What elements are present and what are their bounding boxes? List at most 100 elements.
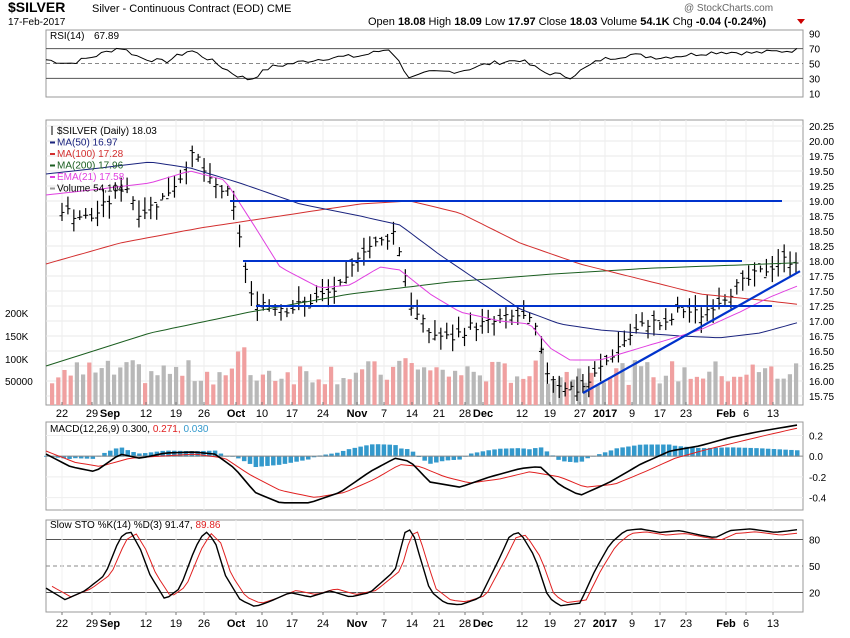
macd-title: MACD(12,26,9) 0.300, 0.271, 0.030 (50, 424, 209, 435)
macd-histogram-bar (375, 444, 381, 457)
macd-histogram-bar (457, 456, 462, 460)
macd-histogram-bar (631, 445, 637, 457)
volume-bar (56, 377, 61, 405)
x-axis-label: 13 (767, 408, 779, 420)
x-axis-bottom-label: 12 (516, 618, 528, 630)
volume-bar (570, 379, 575, 405)
volume-bar (490, 361, 495, 405)
volume-bar (347, 379, 352, 405)
volume-bar (682, 367, 687, 405)
macd-histogram-bar (370, 444, 375, 457)
macd-histogram-bar (562, 456, 567, 462)
volume-bar (694, 376, 699, 405)
x-axis-label: 17 (654, 408, 666, 420)
volume-bar (353, 372, 358, 405)
macd-histogram-bar (276, 456, 282, 465)
volume-bar (236, 351, 241, 405)
volume-bar (161, 365, 166, 405)
macd-histogram-bar (480, 451, 486, 457)
x-axis-bottom-label: 13 (767, 618, 779, 630)
volume-bar (360, 369, 365, 405)
volume-bar (515, 376, 520, 405)
x-axis-bottom-label: 17 (286, 618, 298, 630)
macd-histogram-bar (672, 445, 678, 457)
legend-title: $SILVER (Daily) 18.03 (57, 126, 157, 137)
x-axis-label: 27 (574, 408, 586, 420)
x-axis-bottom-label: 23 (680, 618, 692, 630)
x-axis-label: 29 (86, 408, 98, 420)
legend-ma50: MA(50) 16.97 (57, 138, 118, 149)
volume-bar (440, 369, 445, 405)
macd-histogram-bar (655, 444, 660, 457)
macd-histogram-bar (637, 444, 643, 457)
macd-histogram-bar (538, 447, 544, 457)
price-tick-label: 18.25 (809, 242, 834, 253)
macd-line (45, 424, 798, 504)
macd-histogram-bar (742, 447, 748, 457)
macd-histogram-bar (300, 456, 305, 461)
macd-histogram-bar (253, 456, 259, 468)
volume-bar (434, 367, 439, 405)
macd-signal-line (45, 427, 798, 498)
volume-bar (775, 378, 780, 405)
macd-histogram-bar (335, 452, 340, 457)
price-tick-label: 19.00 (809, 197, 834, 208)
macd-histogram-bar (434, 456, 439, 463)
volume-bar (267, 370, 272, 405)
macd-histogram-bar (451, 456, 457, 460)
macd-histogram-bar (137, 453, 142, 457)
x-axis-label: 12 (140, 408, 152, 420)
macd-tick-label: -0.2 (809, 473, 827, 484)
ma100-line (45, 200, 798, 305)
macd-panel (45, 421, 804, 511)
macd-histogram-bar (125, 450, 131, 457)
macd-histogram-bar (259, 456, 264, 467)
volume-bar (74, 362, 79, 405)
macd-histogram-bar (282, 456, 288, 464)
x-axis-bottom-label: 9 (629, 618, 635, 630)
macd-histogram-bar (556, 456, 561, 460)
legend-ema21: EMA(21) 17.58 (57, 172, 125, 183)
sto-tick-label: 50 (809, 562, 821, 573)
rsi-tick-label: 30 (809, 74, 821, 85)
volume-bar (403, 358, 408, 405)
macd-histogram-bar (439, 456, 445, 462)
price-tick-label: 20.00 (809, 137, 834, 148)
header-date: 17-Feb-2017 (8, 17, 66, 28)
macd-histogram-bar (760, 448, 765, 457)
volume-bar (738, 376, 743, 405)
rsi-tick-label: 70 (809, 45, 821, 56)
macd-histogram-bar (730, 447, 736, 457)
volume-bar (260, 374, 265, 405)
price-tick-label: 20.25 (809, 122, 834, 133)
volume-bar (651, 377, 656, 405)
volume-bar (87, 362, 92, 405)
macd-histogram-bar (218, 453, 224, 457)
sto-k-line (45, 528, 798, 607)
volume-tick-label: 100K (5, 355, 29, 366)
volume-bar (539, 347, 544, 405)
x-axis-label: 19 (544, 408, 556, 420)
macd-histogram-bar (90, 456, 96, 459)
macd-histogram-bar (119, 447, 125, 457)
macd-histogram-bar (649, 444, 654, 457)
volume-bar (329, 366, 334, 405)
macd-histogram-bar (567, 456, 573, 462)
macd-histogram-bar (597, 454, 602, 457)
volume-bar (676, 381, 681, 405)
macd-histogram-bar (777, 449, 783, 457)
macd-tick-label: -0.4 (809, 494, 827, 505)
volume-bar (701, 378, 706, 405)
volume-bar (291, 384, 296, 405)
x-axis-bottom-label: 22 (56, 618, 68, 630)
x-axis-label: 22 (56, 408, 68, 420)
volume-bar (763, 368, 768, 405)
rsi-tick-label: 10 (809, 89, 821, 100)
volume-tick-label: 50000 (5, 377, 33, 388)
x-axis-label: 26 (198, 408, 210, 420)
macd-histogram-bar (67, 456, 72, 459)
x-axis-bottom-label: 14 (406, 618, 418, 630)
price-tick-label: 17.00 (809, 317, 834, 328)
macd-histogram-bar (241, 456, 247, 462)
volume-bar (639, 366, 644, 405)
